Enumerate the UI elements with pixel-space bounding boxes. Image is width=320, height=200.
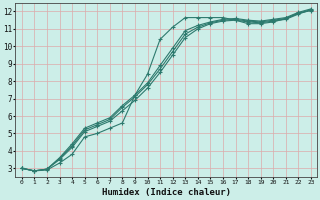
X-axis label: Humidex (Indice chaleur): Humidex (Indice chaleur) [102, 188, 231, 197]
